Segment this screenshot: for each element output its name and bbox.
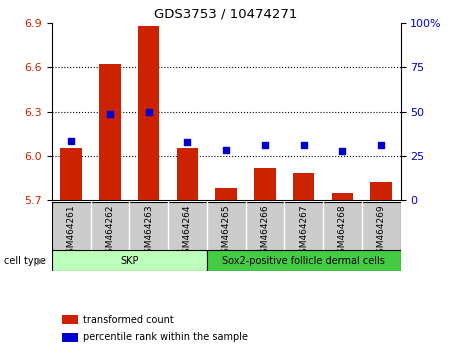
Text: GSM464261: GSM464261 [67,204,76,259]
Text: transformed count: transformed count [83,315,174,325]
Text: cell type: cell type [4,256,46,266]
Bar [62,333,78,342]
Bar [138,26,159,200]
Bar [52,250,207,271]
Bar [62,315,78,324]
Bar [60,148,82,200]
Bar [293,173,314,200]
Bar [216,188,237,200]
Text: GSM464268: GSM464268 [338,204,347,259]
Text: SKP: SKP [120,256,139,266]
Text: GSM464269: GSM464269 [377,204,386,259]
Point [378,143,385,148]
Point [184,140,191,145]
Title: GDS3753 / 10474271: GDS3753 / 10474271 [154,7,298,21]
Text: GSM464263: GSM464263 [144,204,153,259]
Bar [370,182,392,200]
Text: Sox2-positive follicle dermal cells: Sox2-positive follicle dermal cells [222,256,385,266]
Text: percentile rank within the sample: percentile rank within the sample [83,332,248,342]
Text: ▶: ▶ [37,256,45,266]
Text: GSM464266: GSM464266 [261,204,270,259]
Bar [207,250,400,271]
Text: GSM464262: GSM464262 [105,204,114,259]
Bar [254,167,275,200]
Bar [99,64,121,200]
Text: GSM464265: GSM464265 [221,204,230,259]
Text: GSM464264: GSM464264 [183,204,192,259]
Point [261,143,269,148]
Point [339,149,346,154]
Point [106,112,113,117]
Text: GSM464267: GSM464267 [299,204,308,259]
Point [68,138,75,144]
Bar [332,193,353,200]
Point [145,109,152,114]
Point [222,147,230,153]
Bar [177,148,198,200]
Point [300,143,307,148]
